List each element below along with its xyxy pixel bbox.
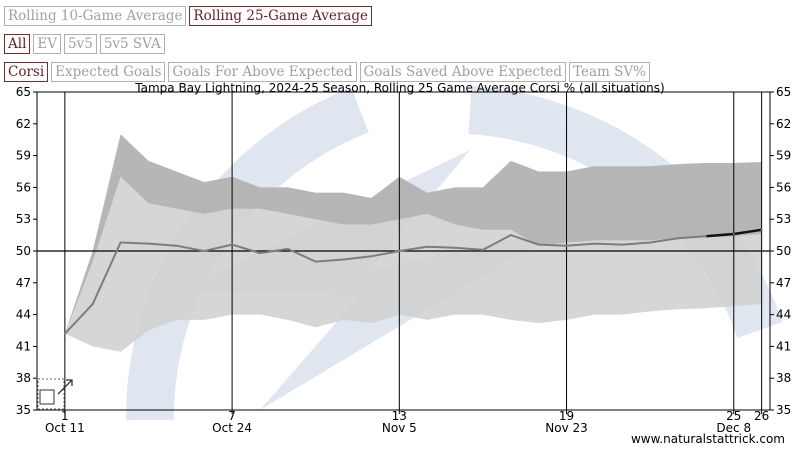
- corsi-point: [91, 303, 94, 305]
- x-date-label: Dec 8: [716, 421, 751, 435]
- corsi-point: [258, 252, 261, 255]
- corsi-point: [565, 244, 568, 247]
- plot-area: 35 35 38 38 41 41 44 44 47 47 50 50 53 53 56 56 59 59 62 62…: [16, 85, 792, 435]
- y-tick-label-left: 44: [16, 308, 31, 322]
- y-tick-label-right: 59: [776, 149, 791, 163]
- y-tick-label-left: 62: [16, 117, 31, 131]
- y-tick-label-right: 53: [776, 212, 791, 226]
- corsi-point: [286, 247, 289, 250]
- corsi-point: [147, 242, 150, 245]
- corsi-point: [537, 243, 540, 246]
- y-tick-label-left: 47: [16, 276, 31, 290]
- corsi-point: [314, 260, 317, 263]
- y-tick-label-left: 56: [16, 180, 31, 194]
- corsi-point: [342, 258, 345, 261]
- y-tick-label-left: 38: [16, 371, 31, 385]
- corsi-point: [398, 250, 401, 252]
- y-tick-label-right: 50: [776, 244, 791, 258]
- x-date-label: Nov 23: [545, 421, 588, 435]
- corsi-point: [621, 243, 624, 246]
- situation-tabs: All EV 5v5 5v5 SVA: [4, 34, 165, 54]
- corsi-point: [760, 228, 763, 231]
- metric-button-corsi[interactable]: Corsi: [4, 62, 49, 82]
- x-game-tick-label: 1: [61, 409, 69, 423]
- chart-title: Tampa Bay Lightning, 2024-25 Season, Rol…: [134, 81, 664, 95]
- y-tick-label-right: 62: [776, 117, 791, 131]
- corsi-point: [203, 250, 206, 252]
- y-tick-label-right: 35: [776, 403, 791, 417]
- average-tabs: Rolling 10-Game Average Rolling 25-Game A…: [4, 6, 372, 26]
- metric-tabs: Corsi Expected Goals Goals For Above Expec…: [4, 62, 650, 82]
- corsi-point: [649, 241, 652, 244]
- situation-button-all[interactable]: All: [4, 34, 31, 54]
- y-tick-label-left: 50: [16, 244, 31, 258]
- x-date-label: Oct 24: [212, 421, 252, 435]
- zoom-arrow: [57, 379, 73, 395]
- y-tick-label-left: 53: [16, 212, 31, 226]
- x-date-label: Oct 11: [45, 421, 85, 435]
- x-game-tick-label: 26: [754, 409, 769, 423]
- x-game-tick-label: 25: [726, 409, 741, 423]
- x-game-tick-label: 13: [392, 409, 407, 423]
- zoom-box-outline: [37, 378, 65, 410]
- x-date-label: Nov 5: [382, 421, 417, 435]
- zoom-box-square: [39, 389, 55, 405]
- y-tick-label-left: 65: [16, 85, 31, 99]
- situation-button-5v5-sva[interactable]: 5v5 SVA: [99, 34, 165, 54]
- corsi-point: [593, 242, 596, 245]
- corsi-point: [175, 244, 178, 247]
- corsi-point: [677, 237, 680, 240]
- corsi-point: [454, 246, 457, 249]
- situation-button-5v5[interactable]: 5v5: [64, 34, 97, 54]
- corsi-point: [481, 248, 484, 251]
- y-tick-label-right: 44: [776, 308, 791, 322]
- corsi-point: [509, 234, 512, 237]
- upper-range-band: [64, 134, 762, 334]
- watermark-url: www.naturalstattrick.com: [631, 432, 785, 446]
- y-tick-label-right: 38: [776, 371, 791, 385]
- metric-button-team-sv[interactable]: Team SV%: [569, 62, 650, 82]
- corsi-point: [119, 241, 122, 244]
- y-tick-label-right: 47: [776, 276, 791, 290]
- y-tick-label-left: 59: [16, 149, 31, 163]
- y-tick-label-left: 35: [16, 403, 31, 417]
- situation-button-ev[interactable]: EV: [33, 34, 61, 54]
- corsi-point: [426, 245, 429, 248]
- metric-button-goals-saved-above-expected[interactable]: Goals Saved Above Expected: [359, 62, 567, 82]
- tab-rolling-25-game-average[interactable]: Rolling 25-Game Average: [189, 6, 372, 26]
- chart-area: 35 35 38 38 41 41 44 44 47 47 50 50 53 53 56 56 59 59 62 62…: [0, 80, 800, 448]
- zoom-select-icon[interactable]: [37, 378, 73, 410]
- tab-rolling-10-game-average[interactable]: Rolling 10-Game Average: [4, 6, 187, 26]
- metric-button-goals-for-above-expected[interactable]: Goals For Above Expected: [168, 62, 357, 82]
- corsi-point: [231, 243, 234, 246]
- y-tick-label-right: 41: [776, 339, 791, 353]
- corsi-point: [704, 235, 707, 238]
- y-tick-label-right: 65: [776, 85, 791, 99]
- y-tick-label-left: 41: [16, 339, 31, 353]
- corsi-point: [63, 332, 66, 335]
- corsi-point: [370, 255, 373, 258]
- metric-button-expected-goals[interactable]: Expected Goals: [51, 62, 166, 82]
- chart-svg: 35 35 38 38 41 41 44 44 47 47 50 50 53 53 56 56 59 59 62 62…: [16, 81, 792, 446]
- x-game-tick-label: 19: [559, 409, 574, 423]
- y-tick-label-right: 56: [776, 180, 791, 194]
- x-game-tick-label: 7: [228, 409, 236, 423]
- corsi-point: [732, 233, 735, 236]
